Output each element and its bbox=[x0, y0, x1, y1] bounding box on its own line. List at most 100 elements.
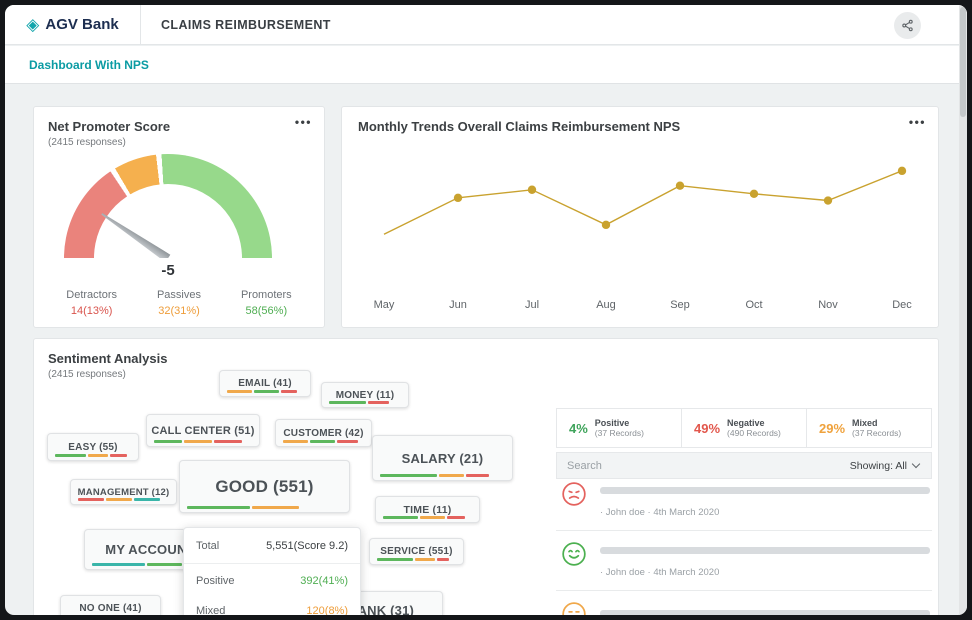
brand-logo[interactable]: ◈ AGV Bank bbox=[5, 5, 141, 44]
x-tick-label: Oct bbox=[745, 299, 762, 311]
tag-sentiment-bar bbox=[92, 563, 182, 566]
legend-item-detractors: Detractors 14(13%) bbox=[66, 289, 118, 317]
chevron-down-icon bbox=[911, 459, 921, 469]
dashboard-content: Net Promoter Score (2415 responses) -5 D… bbox=[5, 85, 959, 615]
tag-sentiment-bar bbox=[383, 516, 465, 519]
sentiment-stats-bar: 4% Positive (37 Records) 49% Negative (4… bbox=[556, 408, 932, 448]
comment-text-placeholder bbox=[600, 610, 930, 615]
tag-sentiment-bar bbox=[377, 558, 449, 561]
sentiment-tag[interactable]: CUSTOMER (42) bbox=[275, 419, 372, 447]
tag-label: CUSTOMER (42) bbox=[283, 427, 364, 439]
legend-item-passives: Passives 32(31%) bbox=[156, 289, 201, 317]
comments-search-bar: Showing: All bbox=[556, 452, 932, 479]
page-title: CLAIMS REIMBURSEMENT bbox=[161, 17, 331, 32]
tag-label: SALARY (21) bbox=[401, 450, 484, 466]
stat-mixed[interactable]: 29% Mixed (37 Records) bbox=[806, 409, 931, 447]
sentiment-tag[interactable]: GOOD (551) bbox=[179, 460, 350, 513]
tag-sentiment-bar bbox=[329, 401, 389, 404]
comment-text-placeholder bbox=[600, 547, 930, 554]
data-point[interactable] bbox=[527, 185, 537, 194]
comment-text-placeholder bbox=[600, 487, 930, 494]
data-point[interactable] bbox=[749, 189, 759, 198]
trends-chart: May Jun Jul Aug Sep Oct Nov Dec bbox=[374, 166, 912, 311]
x-tick-label: May bbox=[374, 299, 395, 311]
mixed-face-icon bbox=[562, 602, 586, 615]
showing-filter-dropdown[interactable]: Showing: All bbox=[850, 460, 931, 472]
tag-sentiment-bar bbox=[380, 474, 489, 477]
brand-name: AGV Bank bbox=[45, 16, 119, 33]
data-point[interactable] bbox=[823, 196, 833, 205]
comment-row[interactable]: · John doe · 4th March 2020 bbox=[556, 535, 932, 591]
nps-card: Net Promoter Score (2415 responses) -5 D… bbox=[33, 106, 325, 328]
legend-item-promoters: Promoters 58(56%) bbox=[240, 289, 292, 317]
tag-sentiment-bar bbox=[154, 440, 242, 443]
sentiment-card: Sentiment Analysis (2415 responses) EMAI… bbox=[33, 338, 939, 615]
x-tick-label: Jul bbox=[525, 299, 539, 311]
nps-score-value: -5 bbox=[161, 262, 175, 279]
x-tick-label: Aug bbox=[596, 299, 616, 311]
stat-positive[interactable]: 4% Positive (37 Records) bbox=[569, 417, 644, 439]
tag-label: GOOD (551) bbox=[215, 476, 314, 496]
tag-tooltip: Total 5,551(Score 9.2) Positive 392(41%)… bbox=[183, 527, 361, 615]
more-options-icon[interactable] bbox=[909, 115, 926, 129]
tag-sentiment-bar bbox=[187, 506, 299, 509]
sentiment-tag[interactable]: EASY (55) bbox=[47, 433, 139, 461]
comment-row[interactable]: · John doe · 4th March 2020 bbox=[556, 475, 932, 531]
tag-label: NO ONE (41) bbox=[79, 603, 142, 614]
trends-card: Monthly Trends Overall Claims Reimbursem… bbox=[341, 106, 939, 328]
tag-label: EASY (55) bbox=[68, 441, 118, 453]
tooltip-row-mixed: Mixed 120(8%) bbox=[196, 605, 348, 615]
trend-line bbox=[383, 170, 903, 235]
sentiment-card-title: Sentiment Analysis bbox=[48, 351, 168, 366]
x-tick-label: Nov bbox=[818, 299, 838, 311]
sentiment-tag[interactable]: TIME (11) bbox=[375, 496, 480, 523]
sub-header: Dashboard With NPS bbox=[5, 46, 967, 84]
nps-legend: Detractors 14(13%) Passives 32(31%) Prom… bbox=[48, 289, 310, 317]
tag-label: MONEY (11) bbox=[335, 389, 395, 401]
x-tick-label: Sep bbox=[670, 299, 690, 311]
comment-meta: · John doe · 4th March 2020 bbox=[600, 507, 720, 518]
data-point[interactable] bbox=[675, 181, 685, 190]
more-options-icon[interactable] bbox=[295, 115, 312, 129]
data-point[interactable] bbox=[601, 220, 611, 230]
search-input[interactable] bbox=[557, 459, 850, 472]
x-tick-label: Dec bbox=[892, 299, 912, 311]
breadcrumb-dashboard-with-nps[interactable]: Dashboard With NPS bbox=[29, 57, 149, 72]
share-icon bbox=[902, 19, 913, 32]
scrollbar-thumb[interactable] bbox=[960, 7, 966, 117]
tag-label: CALL CENTER (51) bbox=[151, 424, 255, 437]
sentiment-tag[interactable]: MONEY (11) bbox=[321, 382, 409, 408]
tag-sentiment-bar bbox=[283, 440, 358, 443]
tag-label: MANAGEMENT (12) bbox=[77, 486, 170, 498]
data-point[interactable] bbox=[897, 166, 907, 176]
sentiment-tag[interactable]: CALL CENTER (51) bbox=[146, 414, 260, 447]
trends-card-title: Monthly Trends Overall Claims Reimbursem… bbox=[358, 119, 681, 134]
tag-sentiment-bar bbox=[227, 390, 297, 393]
sentiment-tag[interactable]: NO ONE (41) bbox=[60, 595, 161, 615]
tag-label: MY ACCOUNT bbox=[105, 542, 195, 557]
tooltip-row-positive: Positive 392(41%) bbox=[196, 575, 348, 587]
comment-row[interactable] bbox=[556, 595, 932, 615]
tag-sentiment-bar bbox=[78, 498, 160, 501]
stat-negative[interactable]: 49% Negative (490 Records) bbox=[681, 409, 806, 447]
sentiment-responses-count: (2415 responses) bbox=[48, 369, 126, 380]
comment-meta: · John doe · 4th March 2020 bbox=[600, 567, 720, 578]
nps-responses-count: (2415 responses) bbox=[48, 137, 126, 148]
share-button[interactable] bbox=[894, 12, 921, 39]
data-point[interactable] bbox=[453, 193, 463, 203]
x-tick-label: Jun bbox=[449, 299, 467, 311]
scrollbar[interactable] bbox=[959, 5, 967, 615]
sentiment-tag[interactable]: EMAIL (41) bbox=[219, 370, 311, 397]
app-window: ◈ AGV Bank CLAIMS REIMBURSEMENT Dashboar… bbox=[5, 5, 967, 615]
tag-label: SERVICE (551) bbox=[380, 546, 453, 557]
tag-label: TIME (11) bbox=[403, 503, 452, 516]
sad-face-icon bbox=[562, 482, 586, 506]
sentiment-tag[interactable]: MANAGEMENT (12) bbox=[70, 479, 177, 505]
brand-diamond-icon: ◈ bbox=[26, 15, 40, 34]
sentiment-tag[interactable]: SALARY (21) bbox=[372, 435, 513, 481]
nps-gauge bbox=[64, 154, 272, 258]
sentiment-tag[interactable]: SERVICE (551) bbox=[369, 538, 464, 565]
header: ◈ AGV Bank CLAIMS REIMBURSEMENT bbox=[5, 5, 967, 45]
tooltip-row-total: Total 5,551(Score 9.2) bbox=[184, 531, 360, 564]
nps-card-title: Net Promoter Score bbox=[48, 119, 171, 134]
